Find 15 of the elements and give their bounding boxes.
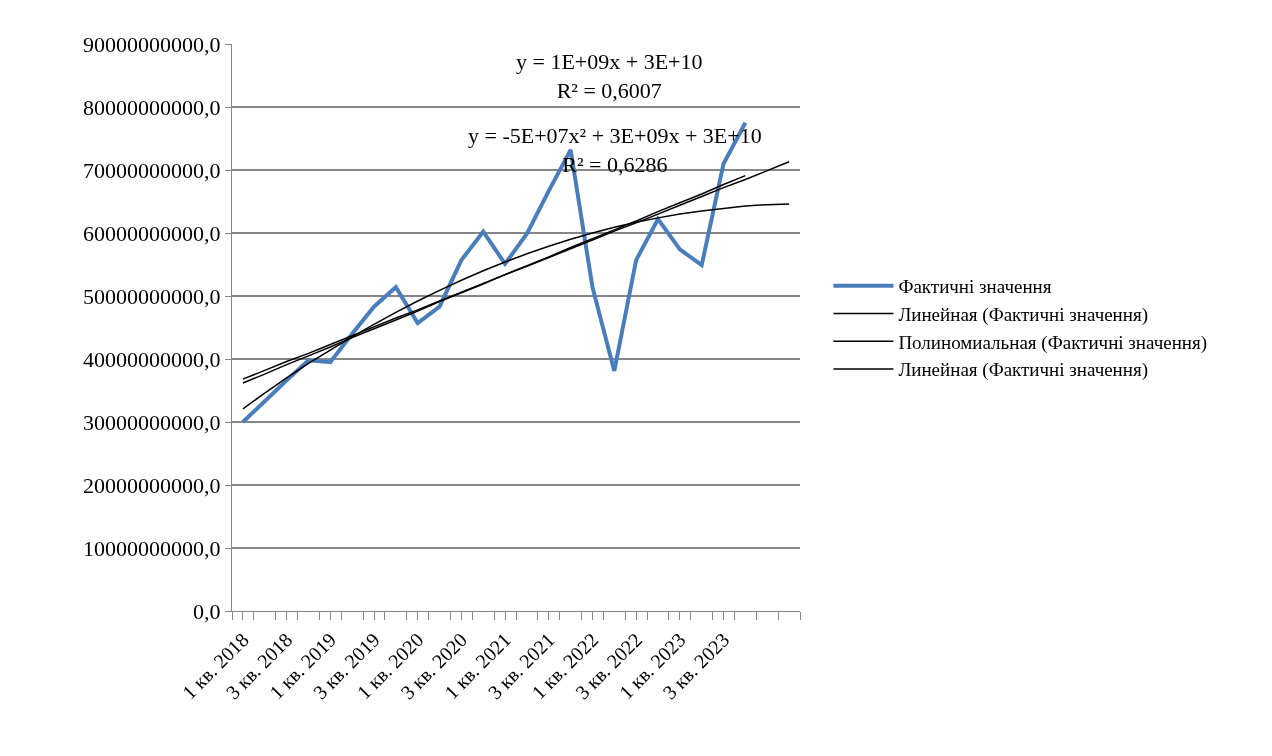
y-tick-label: 40000000000,0 — [83, 346, 221, 372]
legend-label: Фактичні значення — [898, 276, 1052, 298]
y-tick-label: 60000000000,0 — [83, 220, 221, 246]
y-tick-label: 0,0 — [193, 598, 221, 624]
y-tick-label: 70000000000,0 — [83, 157, 221, 183]
legend-label: Линейная (Фактичні значення) — [898, 359, 1149, 382]
y-tick-label: 30000000000,0 — [83, 409, 221, 435]
y-tick-label: 90000000000,0 — [83, 31, 221, 57]
legend-label: Полиномиальная (Фактичні значення) — [898, 331, 1208, 354]
legend-label: Линейная (Фактичні значення) — [898, 303, 1149, 326]
y-tick-label: 50000000000,0 — [83, 283, 221, 309]
y-tick-label: 80000000000,0 — [83, 94, 221, 120]
y-tick-label: 10000000000,0 — [83, 535, 221, 561]
annotation: y = 1E+09x + 3E+10 R² = 0,6007 — [516, 49, 703, 103]
y-tick-label: 20000000000,0 — [83, 472, 221, 498]
